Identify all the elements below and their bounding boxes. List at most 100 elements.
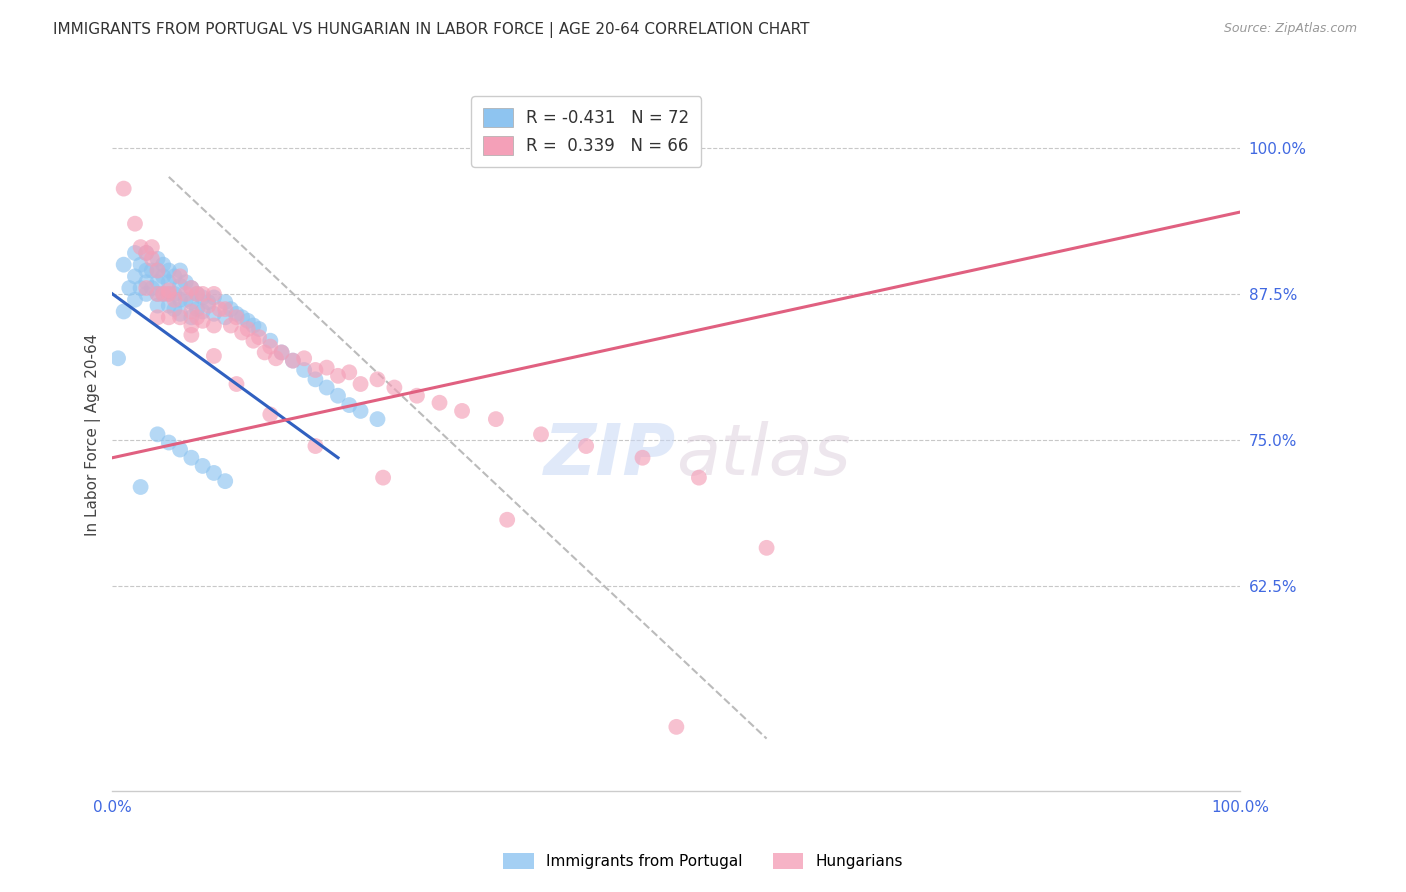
Point xyxy=(135,287,157,301)
Point xyxy=(264,351,287,366)
Point xyxy=(281,353,304,368)
Legend: Immigrants from Portugal, Hungarians: Immigrants from Portugal, Hungarians xyxy=(496,847,910,875)
Point xyxy=(146,252,169,266)
Point xyxy=(112,181,135,195)
Point xyxy=(169,310,191,325)
Point xyxy=(406,389,429,403)
Point xyxy=(349,404,371,418)
Point xyxy=(180,327,202,342)
Point xyxy=(366,412,388,426)
Point xyxy=(315,380,337,394)
Point xyxy=(191,314,214,328)
Point xyxy=(157,435,180,450)
Point xyxy=(146,275,169,289)
Point xyxy=(152,287,174,301)
Legend: R = -0.431   N = 72, R =  0.339   N = 66: R = -0.431 N = 72, R = 0.339 N = 66 xyxy=(471,96,702,167)
Point xyxy=(180,281,202,295)
Point xyxy=(129,240,152,254)
Point xyxy=(146,427,169,442)
Point xyxy=(107,351,129,366)
Point xyxy=(124,246,146,260)
Point xyxy=(304,439,326,453)
Point xyxy=(292,363,315,377)
Point xyxy=(186,310,208,325)
Point xyxy=(631,450,654,465)
Point xyxy=(202,349,225,363)
Point xyxy=(146,310,169,325)
Point xyxy=(169,307,191,321)
Point xyxy=(665,720,688,734)
Point xyxy=(337,398,360,412)
Point xyxy=(304,372,326,386)
Point xyxy=(191,290,214,304)
Point xyxy=(118,281,141,295)
Point xyxy=(575,439,598,453)
Point xyxy=(214,474,236,488)
Point xyxy=(157,299,180,313)
Point xyxy=(451,404,474,418)
Point xyxy=(326,368,349,383)
Point xyxy=(135,263,157,277)
Text: atlas: atlas xyxy=(676,421,851,491)
Point xyxy=(186,287,208,301)
Point xyxy=(157,287,180,301)
Point xyxy=(485,412,508,426)
Point xyxy=(186,287,208,301)
Point xyxy=(197,295,219,310)
Point xyxy=(337,365,360,379)
Point xyxy=(174,293,197,307)
Point xyxy=(384,380,406,394)
Point xyxy=(281,353,304,368)
Point xyxy=(315,360,337,375)
Point xyxy=(157,287,180,301)
Point xyxy=(163,293,186,307)
Point xyxy=(163,302,186,317)
Point xyxy=(496,513,519,527)
Text: ZIP: ZIP xyxy=(544,421,676,491)
Point xyxy=(225,307,247,321)
Point xyxy=(146,287,169,301)
Point xyxy=(231,326,253,340)
Point xyxy=(202,287,225,301)
Point xyxy=(135,246,157,260)
Point xyxy=(247,322,270,336)
Point xyxy=(429,396,451,410)
Point xyxy=(174,287,197,301)
Point xyxy=(135,281,157,295)
Point xyxy=(112,258,135,272)
Point xyxy=(180,310,202,325)
Point xyxy=(146,263,169,277)
Point xyxy=(259,334,281,348)
Point xyxy=(157,284,180,298)
Point xyxy=(253,345,276,359)
Point xyxy=(270,345,292,359)
Point xyxy=(366,372,388,386)
Point xyxy=(169,442,191,457)
Point xyxy=(180,281,202,295)
Point xyxy=(236,314,259,328)
Point xyxy=(755,541,778,555)
Point xyxy=(152,269,174,284)
Point xyxy=(530,427,553,442)
Point xyxy=(186,302,208,317)
Point xyxy=(225,377,247,392)
Point xyxy=(208,302,231,317)
Point xyxy=(236,322,259,336)
Point xyxy=(146,287,169,301)
Point xyxy=(163,287,186,301)
Point xyxy=(270,345,292,359)
Point xyxy=(152,258,174,272)
Text: IMMIGRANTS FROM PORTUGAL VS HUNGARIAN IN LABOR FORCE | AGE 20-64 CORRELATION CHA: IMMIGRANTS FROM PORTUGAL VS HUNGARIAN IN… xyxy=(53,22,810,38)
Point xyxy=(191,304,214,318)
Point xyxy=(191,287,214,301)
Point xyxy=(180,450,202,465)
Point xyxy=(247,330,270,344)
Point xyxy=(202,307,225,321)
Point xyxy=(174,275,197,289)
Point xyxy=(202,466,225,480)
Point xyxy=(214,302,236,317)
Point xyxy=(135,246,157,260)
Point xyxy=(219,302,242,317)
Point xyxy=(124,217,146,231)
Point xyxy=(157,275,180,289)
